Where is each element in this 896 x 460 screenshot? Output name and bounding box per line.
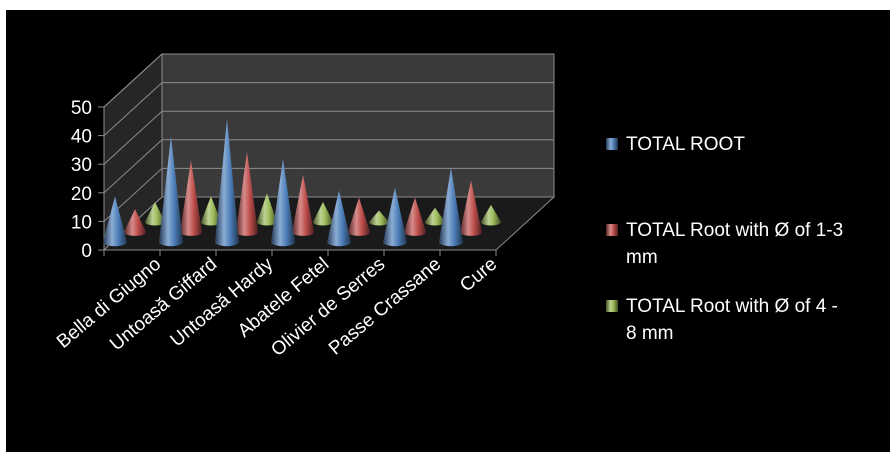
y-tick-label: 10	[71, 212, 92, 233]
legend-swatch-1	[606, 224, 618, 236]
gridline	[103, 139, 554, 194]
y-tick-label: 0	[81, 241, 92, 262]
cone-1-1	[180, 160, 202, 236]
legend-swatch-2	[606, 300, 618, 312]
y-tick-label: 20	[71, 184, 92, 205]
cone-2-2	[257, 193, 277, 226]
legend-label-1: TOTAL Root with Ø of 1-3	[626, 220, 843, 241]
gridline	[103, 53, 554, 108]
cone-0-3	[271, 159, 295, 247]
cone-0-0	[103, 196, 127, 247]
cone-1-3	[292, 174, 314, 236]
cone-0-2	[215, 119, 239, 247]
gridline	[103, 110, 554, 165]
y-tick-label: 40	[71, 127, 92, 148]
cone-0-4	[327, 190, 351, 247]
cone-1-5	[404, 197, 426, 236]
x-tick-label: Cure	[456, 254, 501, 297]
cone-1-4	[348, 197, 370, 236]
gridlines	[103, 53, 554, 222]
gridline	[103, 82, 554, 136]
legend-label-1: mm	[626, 247, 658, 268]
cone-2-4	[369, 210, 389, 226]
cone-1-6	[460, 180, 482, 236]
cone-2-1	[201, 196, 221, 226]
cones	[103, 119, 501, 247]
y-axis: 0 10 20 30 40 50	[71, 98, 105, 262]
legend: TOTAL ROOT TOTAL Root with Ø of 1-3 mm TOTA…	[606, 134, 843, 344]
gridline	[103, 167, 554, 222]
cone-2-0	[145, 201, 165, 226]
y-tick-label: 30	[71, 155, 92, 176]
legend-swatch-0	[606, 138, 618, 150]
chart-area: 0 10 20 30 40 50 Bella di Giugno Untoasă Giffa…	[6, 10, 890, 452]
back-wall	[161, 53, 555, 198]
legend-label-2: TOTAL Root with Ø of 4 -	[626, 296, 838, 317]
cone-0-6	[439, 167, 463, 247]
cone-2-5	[425, 207, 445, 226]
y-tick-label: 50	[71, 98, 92, 119]
cone-1-0	[124, 209, 146, 236]
cone-0-1	[159, 136, 183, 247]
cone-1-2	[236, 151, 258, 236]
legend-label-0: TOTAL ROOT	[626, 134, 745, 155]
legend-label-2: 8 mm	[626, 323, 674, 344]
cone-2-6	[481, 204, 501, 226]
cone-0-5	[383, 187, 407, 247]
cone-2-3	[313, 201, 333, 226]
